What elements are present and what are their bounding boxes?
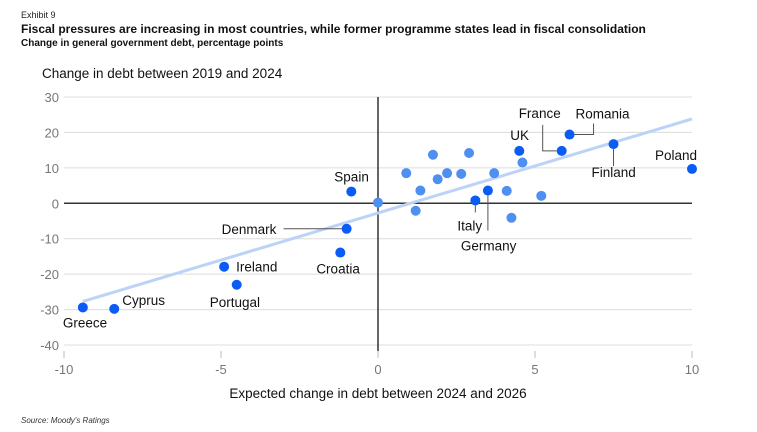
point-label-finland: Finland xyxy=(592,165,636,180)
x-tick-label: 10 xyxy=(685,362,699,377)
exhibit-number: Exhibit 9 xyxy=(21,10,56,20)
data-point xyxy=(410,205,421,216)
data-point xyxy=(432,174,443,185)
x-tick-label: 0 xyxy=(374,362,381,377)
data-point-romania xyxy=(564,129,575,140)
data-point-germany xyxy=(482,185,493,196)
point-label-uk: UK xyxy=(510,128,529,143)
y-tick-label: -30 xyxy=(40,303,59,318)
x-tick-label: 5 xyxy=(531,362,538,377)
data-point xyxy=(415,185,426,196)
x-axis-label: Expected change in debt between 2024 and… xyxy=(229,386,526,401)
point-label-romania: Romania xyxy=(576,107,631,122)
point-label-germany: Germany xyxy=(461,239,517,254)
data-point-finland xyxy=(608,139,619,150)
data-point-poland xyxy=(687,163,697,174)
axes xyxy=(64,97,692,351)
data-point xyxy=(427,149,438,160)
data-point xyxy=(536,190,547,201)
x-tick-label: -10 xyxy=(55,362,74,377)
point-labels: Greece Cyprus Ireland Portugal Croatia Denmar… xyxy=(63,106,697,331)
y-axis-label: Change in debt between 2019 and 2024 xyxy=(42,66,283,81)
data-point xyxy=(464,147,475,158)
chart-subtitle: Change in general government debt, perce… xyxy=(21,38,284,49)
y-tick-label: 10 xyxy=(45,161,59,176)
source-note: Source: Moody's Ratings xyxy=(21,416,110,425)
label-leader-lines xyxy=(283,123,614,231)
y-tick-label: 30 xyxy=(45,90,59,105)
trend-line xyxy=(82,117,693,303)
data-point-france xyxy=(556,145,567,156)
data-point-denmark xyxy=(341,223,352,234)
data-point-cyprus xyxy=(109,303,120,314)
y-tick-label: -20 xyxy=(40,267,59,282)
point-label-portugal: Portugal xyxy=(210,295,260,310)
data-point-portugal xyxy=(231,279,242,290)
x-tick-label: -5 xyxy=(215,362,227,377)
point-label-spain: Spain xyxy=(334,170,369,185)
data-point xyxy=(456,168,467,179)
data-points xyxy=(77,129,697,314)
data-point-spain xyxy=(346,186,357,197)
point-label-greece: Greece xyxy=(63,315,107,330)
leader-line-romania xyxy=(574,123,595,136)
point-label-cyprus: Cyprus xyxy=(122,293,165,308)
data-point xyxy=(506,212,517,223)
y-tick-label: -40 xyxy=(40,338,59,353)
tick-labels: 30 20 10 0 -10 -20 -30 -40 -10 -5 0 5 10 xyxy=(40,90,699,377)
leader-line-france xyxy=(542,124,557,152)
data-point xyxy=(489,168,500,179)
y-tick-label: 0 xyxy=(52,196,59,211)
y-tick-label: 20 xyxy=(45,125,59,140)
data-point xyxy=(373,197,383,208)
data-point-ireland xyxy=(219,261,230,272)
data-point-uk xyxy=(514,145,525,156)
data-point xyxy=(501,185,512,196)
data-point xyxy=(517,157,528,168)
data-point-greece xyxy=(77,302,88,313)
data-point xyxy=(442,168,453,179)
data-point-croatia xyxy=(335,247,346,258)
point-label-france: France xyxy=(519,106,561,121)
point-label-ireland: Ireland xyxy=(236,260,277,275)
point-label-denmark: Denmark xyxy=(222,222,277,237)
data-point-italy xyxy=(470,195,481,206)
point-label-poland: Poland xyxy=(655,148,697,163)
y-tick-label: -10 xyxy=(40,232,59,247)
data-point xyxy=(401,168,412,179)
chart-title: Fiscal pressures are increasing in most … xyxy=(21,22,646,36)
point-label-italy: Italy xyxy=(457,218,482,233)
point-label-croatia: Croatia xyxy=(316,262,360,277)
